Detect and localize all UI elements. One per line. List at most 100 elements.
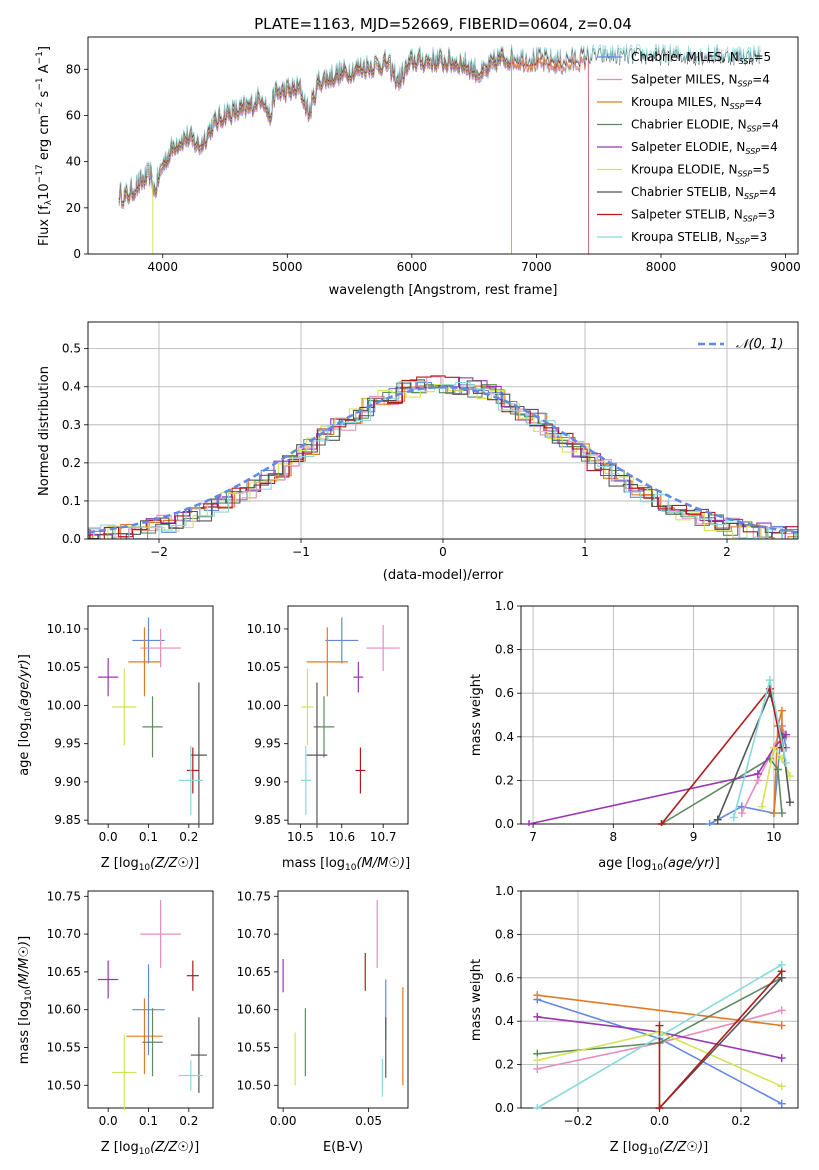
mass-weight-line xyxy=(661,757,783,825)
mass-weight-marker xyxy=(757,802,766,811)
spectrum-xlabel: wavelength [Angstrom, rest frame] xyxy=(329,283,558,298)
legend-series-name: Kroupa STELIB, N xyxy=(631,230,735,244)
normal-curve xyxy=(88,385,798,534)
x-tick-label: −2 xyxy=(150,545,168,559)
y-tick-label: 9.90 xyxy=(254,775,281,789)
x-tick-label: 0.2 xyxy=(179,830,198,844)
mass-weight-marker xyxy=(729,813,738,822)
y-tick-label: 0.8 xyxy=(495,927,514,941)
x-tick-label: 0.0 xyxy=(650,1114,669,1128)
legend-nssp-value: =4 xyxy=(744,95,762,109)
histogram-step-line xyxy=(88,375,798,539)
mass-weight-marker xyxy=(533,1012,542,1021)
y-tick-label: 9.85 xyxy=(54,813,81,827)
legend-nssp-value: =4 xyxy=(761,118,779,132)
legend-ssp-subscript: SSP xyxy=(738,170,753,179)
mass-weight-marker xyxy=(655,1021,664,1030)
mass-weight-marker xyxy=(777,1021,786,1030)
x-tick-label: 0.0 xyxy=(99,830,118,844)
mass-weight-marker xyxy=(657,820,666,826)
legend-label: Kroupa ELODIE, NSSP=5 xyxy=(631,163,770,179)
y-tick-label: 10.05 xyxy=(247,660,281,674)
y-tick-label: 40 xyxy=(66,155,81,169)
mass-weight-marker xyxy=(785,798,794,807)
axis-label-part: age [ xyxy=(17,742,32,775)
axis-label-part: 10 xyxy=(345,863,357,873)
x-tick-label: 7 xyxy=(529,830,537,844)
legend-ssp-subscript: SSP xyxy=(744,192,759,201)
age-vs-mass-panel: 10.5 10.6 10.7 9.85 9.90 9.95 10.00 10.05 10.10 m… xyxy=(247,605,410,873)
histogram-legend: 𝒩(0, 1) xyxy=(698,337,783,352)
legend-series-name: Chabrier STELIB, N xyxy=(631,185,744,199)
plot-frame xyxy=(287,605,409,825)
plot-frame xyxy=(87,890,214,1109)
mass-weight-marker xyxy=(753,769,762,778)
mass-weight-marker xyxy=(533,1064,542,1073)
y-tick-label: 10.50 xyxy=(237,1078,271,1092)
mass-weight-marker xyxy=(777,1082,786,1091)
axis-label-part: 10 xyxy=(24,989,34,1001)
histogram-ylabel: Normed distribution xyxy=(37,366,52,496)
legend-nssp-value: =4 xyxy=(760,140,778,154)
x-tick-label: 1 xyxy=(581,545,589,559)
mass-weight-marker xyxy=(777,1006,786,1015)
legend-ssp-subscript: SSP xyxy=(743,215,758,224)
x-tick-label: 5000 xyxy=(272,260,303,274)
y-tick-label: 10.55 xyxy=(47,1041,81,1055)
normal-curve-legend-label: 𝒩(0, 1) xyxy=(736,337,783,352)
y-tick-label: 0.1 xyxy=(62,494,81,508)
y-tick-label: 9.85 xyxy=(254,813,281,827)
mass-weight-marker xyxy=(655,1104,664,1110)
y-tick-label: 10.05 xyxy=(47,660,81,674)
y-tick-label: 0.6 xyxy=(495,686,514,700)
y-tick-label: 10.70 xyxy=(237,927,271,941)
y-tick-label: 10.65 xyxy=(237,965,271,979)
axis-label-part: Z [ xyxy=(101,1140,119,1155)
legend-series-name: Chabrier ELODIE, N xyxy=(631,118,747,132)
axis-label-part: 10 xyxy=(648,1147,660,1157)
spectrum-line xyxy=(118,43,761,202)
x-tick-label: 9 xyxy=(690,830,698,844)
axis-label-part: log xyxy=(119,1140,139,1155)
y-tick-label: 10.75 xyxy=(47,889,81,903)
y-tick-label: 10.75 xyxy=(237,889,271,903)
mass-vs-extinction-panel: 0.00 0.05 10.50 10.55 10.60 10.65 10.70 10.75 E(… xyxy=(237,889,409,1155)
y-tick-label: 10.50 xyxy=(47,1078,81,1092)
x-tick-label: 0.05 xyxy=(355,1114,382,1128)
x-axis-label: age [log10(age/yr)] xyxy=(598,856,720,873)
axis-label-part: ] xyxy=(17,936,32,941)
mass-weight-lines xyxy=(533,960,786,1110)
y-tick-label: 10.10 xyxy=(47,622,81,636)
x-axis-label: Z [log10(Z/Z☉)] xyxy=(101,856,199,873)
legend-ssp-subscript: SSP xyxy=(745,147,760,156)
x-tick-label: 2 xyxy=(723,545,731,559)
mass-weight-lines xyxy=(525,676,794,826)
axis-label-part: Z [ xyxy=(101,856,119,871)
y-axis-label: mass weight xyxy=(469,959,484,1041)
legend-nssp-value: =5 xyxy=(752,163,770,177)
legend-ssp-subscript: SSP xyxy=(747,125,762,134)
axis-label-part: 10 xyxy=(139,863,151,873)
legend-nssp-value: =5 xyxy=(753,50,771,64)
y-tick-label: 0.0 xyxy=(495,1101,514,1115)
spectrum-lines xyxy=(118,43,761,254)
legend-nssp-value: =3 xyxy=(750,230,768,244)
y-tick-label: 20 xyxy=(66,201,81,215)
legend-label: Salpeter STELIB, NSSP=3 xyxy=(631,208,775,224)
axis-label-part: 10 xyxy=(651,863,663,873)
y-tick-label: 10.65 xyxy=(47,965,81,979)
y-tick-label: 0.2 xyxy=(62,456,81,470)
x-tick-label: 7000 xyxy=(521,260,552,274)
x-tick-label: 10.6 xyxy=(328,830,355,844)
y-tick-label: 0.8 xyxy=(495,643,514,657)
legend-label: Salpeter MILES, NSSP=4 xyxy=(631,73,770,89)
x-axis-label: E(B-V) xyxy=(323,1140,363,1155)
axis-label-part: log xyxy=(17,1001,32,1021)
axis-label-part: (Z/Z☉) xyxy=(659,1140,703,1155)
legend-series-name: Salpeter ELODIE, N xyxy=(631,140,745,154)
y-tick-label: 0.2 xyxy=(495,1058,514,1072)
y-axis-label: mass [log10(M/M☉)] xyxy=(17,936,34,1064)
